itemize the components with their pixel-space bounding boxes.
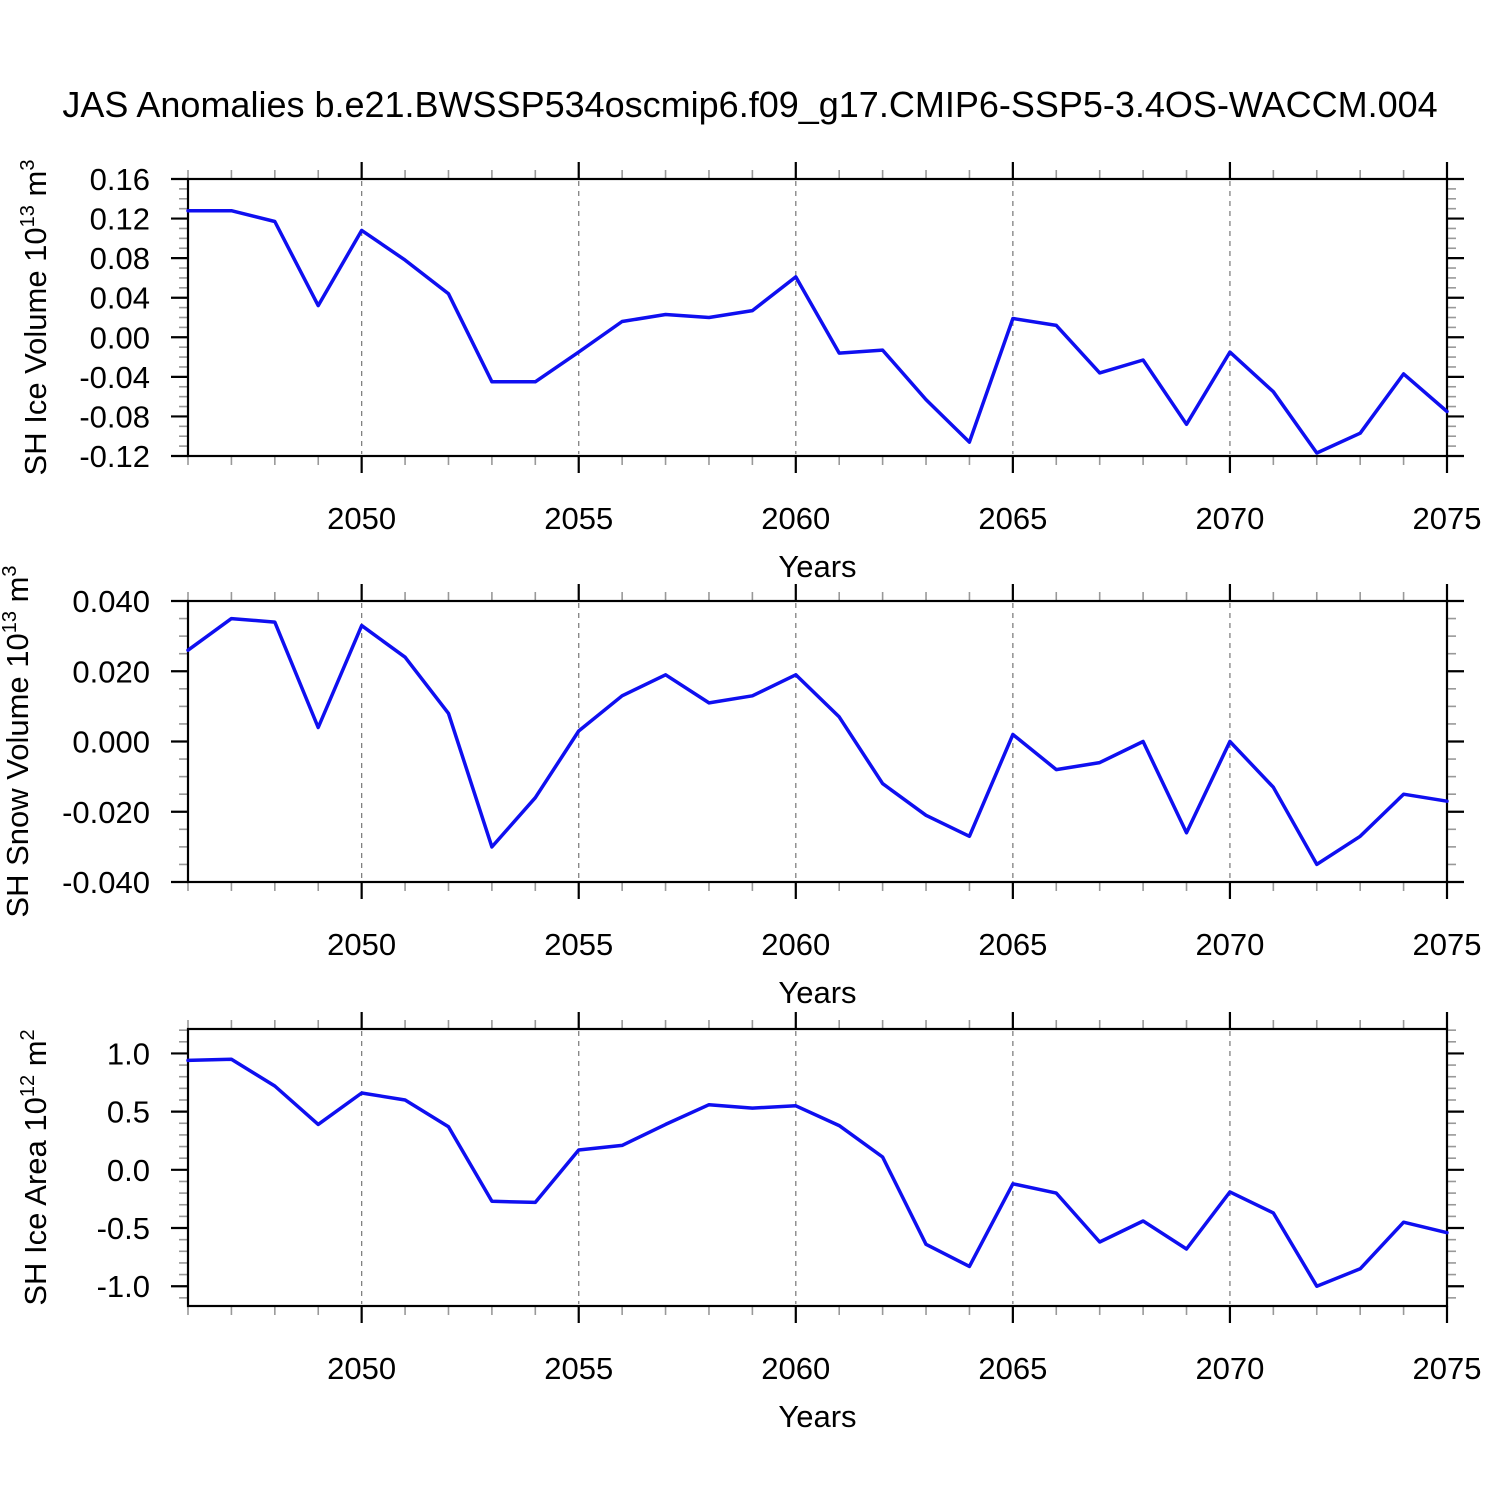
y-tick-label: -0.020 bbox=[62, 795, 150, 830]
y-tick-label: -0.5 bbox=[97, 1211, 150, 1246]
x-tick-label: 2070 bbox=[1195, 927, 1264, 962]
y-axis-3: 1.0 0.5 0.0 -0.5 -1.0 bbox=[97, 1029, 1464, 1304]
y-axis-1: 0.16 0.12 0.08 0.04 0.00 -0.04 -0.08 -0.12 bbox=[79, 162, 1464, 474]
x-tick-label: 2075 bbox=[1413, 1351, 1482, 1386]
x-tick-label: 2055 bbox=[544, 1351, 613, 1386]
x-tick-label: 2050 bbox=[327, 927, 396, 962]
y-tick-label: 0.12 bbox=[90, 202, 150, 237]
y-tick-label: 1.0 bbox=[107, 1036, 150, 1071]
x-tick-label: 2050 bbox=[327, 501, 396, 536]
y-tick-label: 0.040 bbox=[72, 584, 150, 619]
y-tick-label: 0.020 bbox=[72, 654, 150, 689]
x-tick-label: 2065 bbox=[978, 927, 1047, 962]
y-tick-label: -0.040 bbox=[62, 865, 150, 900]
x-axis-title: Years bbox=[778, 975, 856, 1010]
x-tick-label: 2060 bbox=[761, 1351, 830, 1386]
y-tick-label: 0.04 bbox=[90, 281, 150, 316]
series-line-2 bbox=[186, 616, 1449, 867]
y-tick-label: 0.00 bbox=[90, 320, 150, 355]
x-tick-label: 2060 bbox=[761, 501, 830, 536]
panel-3: 1.0 0.5 0.0 -0.5 -1.0 2050 2055 2060 2065 2070 207… bbox=[17, 1012, 1481, 1434]
x-axis-3 bbox=[187, 1012, 1449, 1323]
x-tick-label: 2075 bbox=[1413, 927, 1482, 962]
y-tick-label: 0.000 bbox=[72, 725, 150, 760]
panel-1: 0.16 0.12 0.08 0.04 0.00 -0.04 -0.08 -0.12 2050 2… bbox=[17, 160, 1481, 584]
x-tick-label: 2060 bbox=[761, 927, 830, 962]
series-line-1 bbox=[186, 208, 1449, 455]
y-axis-2: 0.040 0.020 0.000 -0.020 -0.040 bbox=[62, 584, 1464, 900]
y-tick-label: 0.08 bbox=[90, 241, 150, 276]
x-tick-label: 2070 bbox=[1195, 501, 1264, 536]
y-axis-title-2: SH Snow Volume 1013 m3 bbox=[0, 565, 35, 917]
plot-frame-2 bbox=[186, 599, 1449, 884]
y-tick-label: 0.16 bbox=[90, 162, 150, 197]
y-tick-label: -0.04 bbox=[79, 360, 150, 395]
chart-title: JAS Anomalies b.e21.BWSSP534oscmip6.f09_… bbox=[62, 84, 1438, 125]
x-axis-1 bbox=[187, 162, 1449, 473]
y-axis-title-3: SH Ice Area 1012 m2 bbox=[17, 1029, 53, 1305]
x-tick-label: 2055 bbox=[544, 927, 613, 962]
gridlines-2 bbox=[361, 603, 1231, 880]
gridlines-1 bbox=[361, 181, 1231, 454]
x-tick-label: 2070 bbox=[1195, 1351, 1264, 1386]
x-axis-2 bbox=[187, 584, 1449, 899]
gridlines-3 bbox=[361, 1031, 1231, 1304]
x-axis-title: Years bbox=[778, 1399, 856, 1434]
series-line-3 bbox=[186, 1057, 1449, 1288]
plot-frame-3 bbox=[186, 1027, 1449, 1308]
x-tick-label: 2055 bbox=[544, 501, 613, 536]
y-axis-title-1: SH Ice Volume 1013 m3 bbox=[17, 160, 53, 476]
x-tick-label: 2075 bbox=[1413, 501, 1482, 536]
x-tick-label: 2065 bbox=[978, 501, 1047, 536]
y-tick-label: 0.5 bbox=[107, 1095, 150, 1130]
x-tick-label: 2050 bbox=[327, 1351, 396, 1386]
x-tick-label: 2065 bbox=[978, 1351, 1047, 1386]
x-axis-title: Years bbox=[778, 549, 856, 584]
y-tick-label: -1.0 bbox=[97, 1269, 150, 1304]
y-tick-label: 0.0 bbox=[107, 1153, 150, 1188]
plot-frame-1 bbox=[186, 177, 1449, 458]
panel-2: 0.040 0.020 0.000 -0.020 -0.040 2050 2055 2060 2… bbox=[0, 565, 1481, 1010]
y-tick-label: -0.12 bbox=[79, 439, 150, 474]
y-tick-label: -0.08 bbox=[79, 399, 150, 434]
